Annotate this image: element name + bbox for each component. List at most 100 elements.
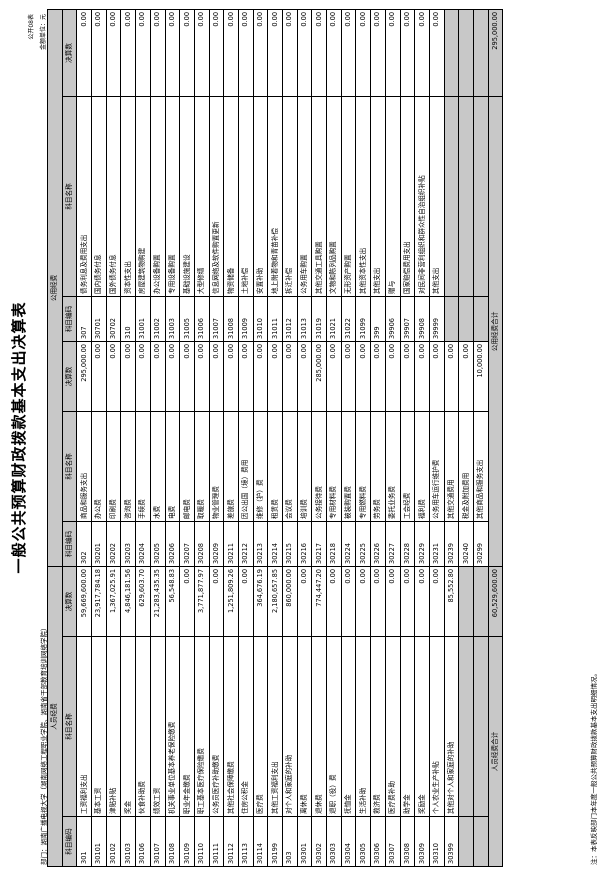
personnel-amount-cell: 2,180,657.85: [267, 566, 283, 637]
public-b-name-cell: 文物和陈列品购置: [326, 96, 342, 297]
public-a-code-cell: 30218: [326, 521, 342, 567]
personnel-code-cell: 30305: [355, 816, 371, 867]
personnel-name-cell: 医疗费补助: [385, 636, 400, 817]
public-a-code-cell: 30212: [238, 521, 254, 567]
report-title: 一般公共预算财政拨款基本支出决算表: [10, 301, 28, 574]
public-a-code-cell: 30207: [179, 521, 195, 567]
public-total-label: 公用经费合计: [488, 96, 503, 567]
public-b-empty-cell: [473, 296, 489, 342]
personnel-total-label: 人员经费合计: [488, 636, 503, 867]
personnel-code-cell: 30103: [120, 816, 136, 867]
public-b-amount-cell: 0.00: [253, 9, 268, 97]
public-a-name-cell: 税金及附加费用: [458, 411, 474, 522]
public-a-code-cell: 30214: [267, 521, 283, 567]
public-b-amount-cell: 0.00: [120, 9, 136, 97]
public-b-code-cell: 31006: [194, 296, 210, 342]
table-row: 30199 其他工资福利支出 2,180,657.85 30214 租赁费 0.00 310…: [267, 9, 283, 867]
public-b-name-cell: 国家赔偿费用支出: [400, 96, 415, 297]
public-b-code-cell: 30701: [91, 296, 107, 342]
table-row: 30303 退职（役）费 0.00 30218 专用材料费 0.00 31021 文物和陈列品…: [326, 9, 342, 867]
personnel-name-cell: 生活补助: [355, 636, 371, 817]
public-b-code-cell: 39907: [400, 296, 415, 342]
public-b-empty-cell: [458, 96, 474, 297]
public-b-amount-cell: 0.00: [179, 9, 195, 97]
public-b-name-cell: 无形资产购置: [341, 96, 356, 297]
totals-row: 人员经费合计 60,529,600.00 公用经费合计 295,000.00: [488, 9, 503, 867]
personnel-name-cell: 其他对个人和家庭的补助: [444, 636, 459, 817]
public-a-name-cell: 公务用车运行维护费: [429, 411, 445, 522]
table-row: 30101 基本工资 23,917,784.18 30201 办公费 0.00 30701 国…: [91, 9, 107, 867]
public-a-name-cell: 工会经费: [400, 411, 415, 522]
public-b-amount-cell: 0.00: [400, 9, 415, 97]
public-a-name-cell: 委托业务费: [385, 411, 400, 522]
public-b-amount-cell: 0.00: [209, 9, 224, 97]
public-a-amount-cell: 0.00: [267, 341, 283, 412]
public-b-code-cell: 39908: [414, 296, 430, 342]
column-header-amount: 决算数: [62, 9, 77, 97]
public-a-code-cell: 30205: [150, 521, 165, 567]
personnel-code-cell: 30111: [209, 816, 224, 867]
personnel-amount-cell: 0.00: [179, 566, 195, 637]
public-b-amount-cell: 0.00: [414, 9, 430, 97]
personnel-name-cell: 抚恤金: [341, 636, 356, 817]
personnel-name-cell: 职业年金缴费: [179, 636, 195, 817]
table-row: 30114 医疗费 364,676.19 30213 维修（护）费 0.00 31010 安置…: [253, 9, 268, 867]
personnel-amount-cell: 0.00: [355, 566, 371, 637]
personnel-code-cell: 30102: [106, 816, 121, 867]
public-b-code-cell: 31021: [326, 296, 342, 342]
public-a-name-cell: 劳务费: [370, 411, 386, 522]
personnel-amount-cell: 23,917,784.18: [91, 566, 107, 637]
public-a-code-cell: 30204: [135, 521, 151, 567]
public-a-name-cell: 电费: [165, 411, 180, 522]
public-b-amount-cell: 0.00: [238, 9, 254, 97]
public-a-name-cell: 会议费: [282, 411, 298, 522]
personnel-name-cell: 津贴补贴: [106, 636, 121, 817]
personnel-code-cell: 30112: [223, 816, 239, 867]
personnel-name-cell: 公务员医疗补助缴费: [209, 636, 224, 817]
personnel-code-cell: 30306: [370, 816, 386, 867]
public-a-code-cell: 30224: [341, 521, 356, 567]
public-a-code-cell: 30240: [458, 521, 474, 567]
personnel-code-cell: 30303: [326, 816, 342, 867]
public-b-name-cell: 安置补助: [253, 96, 268, 297]
table-row: 30103 奖金 4,846,181.56 30203 咨询费 0.00 310 资本性支出 0…: [120, 9, 136, 867]
personnel-code-cell: 30106: [135, 816, 151, 867]
table-row: 30106 伙食补助费 629,603.70 30204 手续费 0.00 31001 房屋建…: [135, 9, 151, 867]
public-b-code-cell: 310: [120, 296, 136, 342]
public-a-amount-cell: 285,000.00: [311, 341, 327, 412]
public-a-name-cell: 专用燃料费: [355, 411, 371, 522]
public-b-name-cell: 办公设备购置: [150, 96, 165, 297]
expenditure-table: 人员经费 公用经费 科目编码 科目名称 决算数 科目编码 科目名称 决算数 科目…: [47, 9, 503, 867]
personnel-name-cell: 职工基本医疗保险缴费: [194, 636, 210, 817]
column-header-name: 科目名称: [62, 96, 77, 297]
personnel-code-cell: 30101: [91, 816, 107, 867]
table-row: 30310 个人农业生产补贴 0.00 30231 公务用车运行维护费 0.00 39999…: [429, 9, 445, 867]
public-b-code-cell: 31008: [223, 296, 239, 342]
public-b-name-cell: 大型修缮: [194, 96, 210, 297]
public-b-code-cell: 31022: [341, 296, 356, 342]
public-a-code-cell: 30201: [91, 521, 107, 567]
table-row: 30301 离休费 0.00 30216 培训费 0.00 31013 公务用车购置 0.00: [297, 9, 312, 867]
public-b-name-cell: 债务利息及费用支出: [76, 96, 92, 297]
column-header-amount: 决算数: [62, 341, 77, 412]
personnel-amount-cell: 0.00: [238, 566, 254, 637]
personnel-code-cell: 30109: [179, 816, 195, 867]
public-b-code-cell: 31003: [165, 296, 180, 342]
public-a-code-cell: 30208: [194, 521, 210, 567]
public-a-amount-cell: 0.00: [223, 341, 239, 412]
public-b-code-cell: 31099: [355, 296, 371, 342]
public-a-code-cell: 30203: [120, 521, 136, 567]
personnel-amount-cell: 0.00: [400, 566, 415, 637]
public-a-name-cell: 商品和服务支出: [76, 411, 92, 522]
personnel-name-cell: 个人农业生产补贴: [429, 636, 445, 817]
personnel-amount-cell: 0.00: [297, 566, 312, 637]
table-row: 303 对个人和家庭的补助 860,000.00 30215 会议费 0.00 31012 拆…: [282, 9, 298, 867]
personnel-group-header: 人员经费: [47, 566, 63, 867]
public-a-name-cell: 维修（护）费: [253, 411, 268, 522]
public-b-amount-cell: 0.00: [267, 9, 283, 97]
public-b-code-cell: 31012: [282, 296, 298, 342]
public-b-name-cell: 国内债务付息: [91, 96, 107, 297]
personnel-code-cell: 30301: [297, 816, 312, 867]
public-b-name-cell: 物资储备: [223, 96, 239, 297]
public-a-amount-cell: 0.00: [282, 341, 298, 412]
